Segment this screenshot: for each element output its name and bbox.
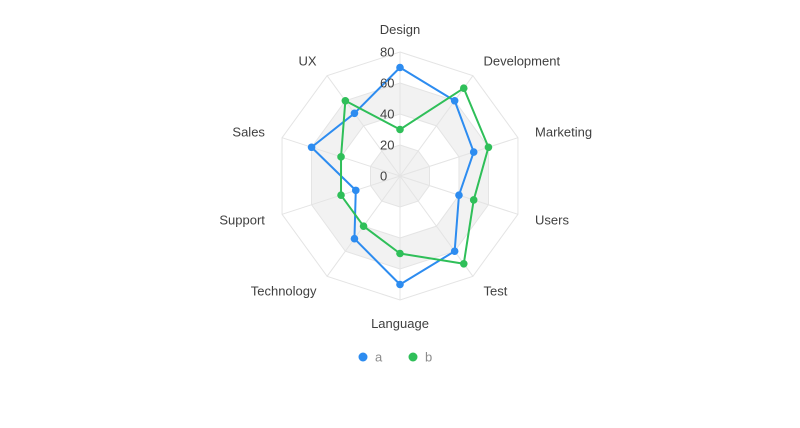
data-point <box>350 109 359 118</box>
data-point <box>359 222 368 230</box>
radar-grid <box>281 51 519 301</box>
axis-label: Users <box>535 212 569 227</box>
radar-axis-labels: Design Development Marketing Users Test Langu… <box>219 22 592 331</box>
data-point <box>484 143 493 152</box>
data-point <box>455 191 463 199</box>
radar-series <box>307 63 493 289</box>
axis-label: Marketing <box>535 125 592 140</box>
tick-label: 60 <box>380 76 394 91</box>
data-point <box>396 125 404 134</box>
data-point <box>337 153 345 161</box>
grid-spoke <box>326 75 401 177</box>
data-point <box>350 234 359 243</box>
radar-tick-labels: 0 20 40 60 80 <box>380 45 394 184</box>
data-point <box>396 280 404 289</box>
axis-label: Development <box>483 54 560 69</box>
legend-marker <box>408 352 418 362</box>
tick-label: 0 <box>380 169 387 184</box>
axis-label: Test <box>483 283 507 298</box>
grid-spoke <box>399 175 474 277</box>
data-point <box>396 63 404 72</box>
tick-label: 20 <box>380 138 394 153</box>
series-b <box>337 84 493 268</box>
data-point <box>469 148 478 156</box>
axis-label: Language <box>371 316 429 331</box>
tick-label: 80 <box>380 45 394 60</box>
legend-marker <box>358 352 368 362</box>
axis-label: UX <box>298 54 316 69</box>
data-point <box>307 143 316 152</box>
legend-item-b[interactable]: b <box>408 350 433 365</box>
grid-spoke <box>399 137 519 177</box>
tick-label: 40 <box>380 107 394 122</box>
data-point <box>469 196 478 204</box>
grid-spoke <box>399 75 474 177</box>
legend-label: b <box>425 350 432 365</box>
axis-label: Support <box>219 212 265 227</box>
axis-label: Sales <box>232 125 265 140</box>
data-point <box>337 191 345 199</box>
axis-label: Technology <box>251 283 317 298</box>
legend-item-a[interactable]: a <box>358 350 384 365</box>
data-point <box>351 186 360 195</box>
legend-label: a <box>375 350 383 365</box>
axis-label: Design <box>380 22 420 37</box>
data-point <box>341 96 350 105</box>
data-point <box>459 84 468 93</box>
data-point <box>459 259 468 268</box>
series-a <box>307 63 478 289</box>
data-point <box>396 249 404 258</box>
data-point <box>450 96 459 105</box>
data-point <box>450 247 459 256</box>
